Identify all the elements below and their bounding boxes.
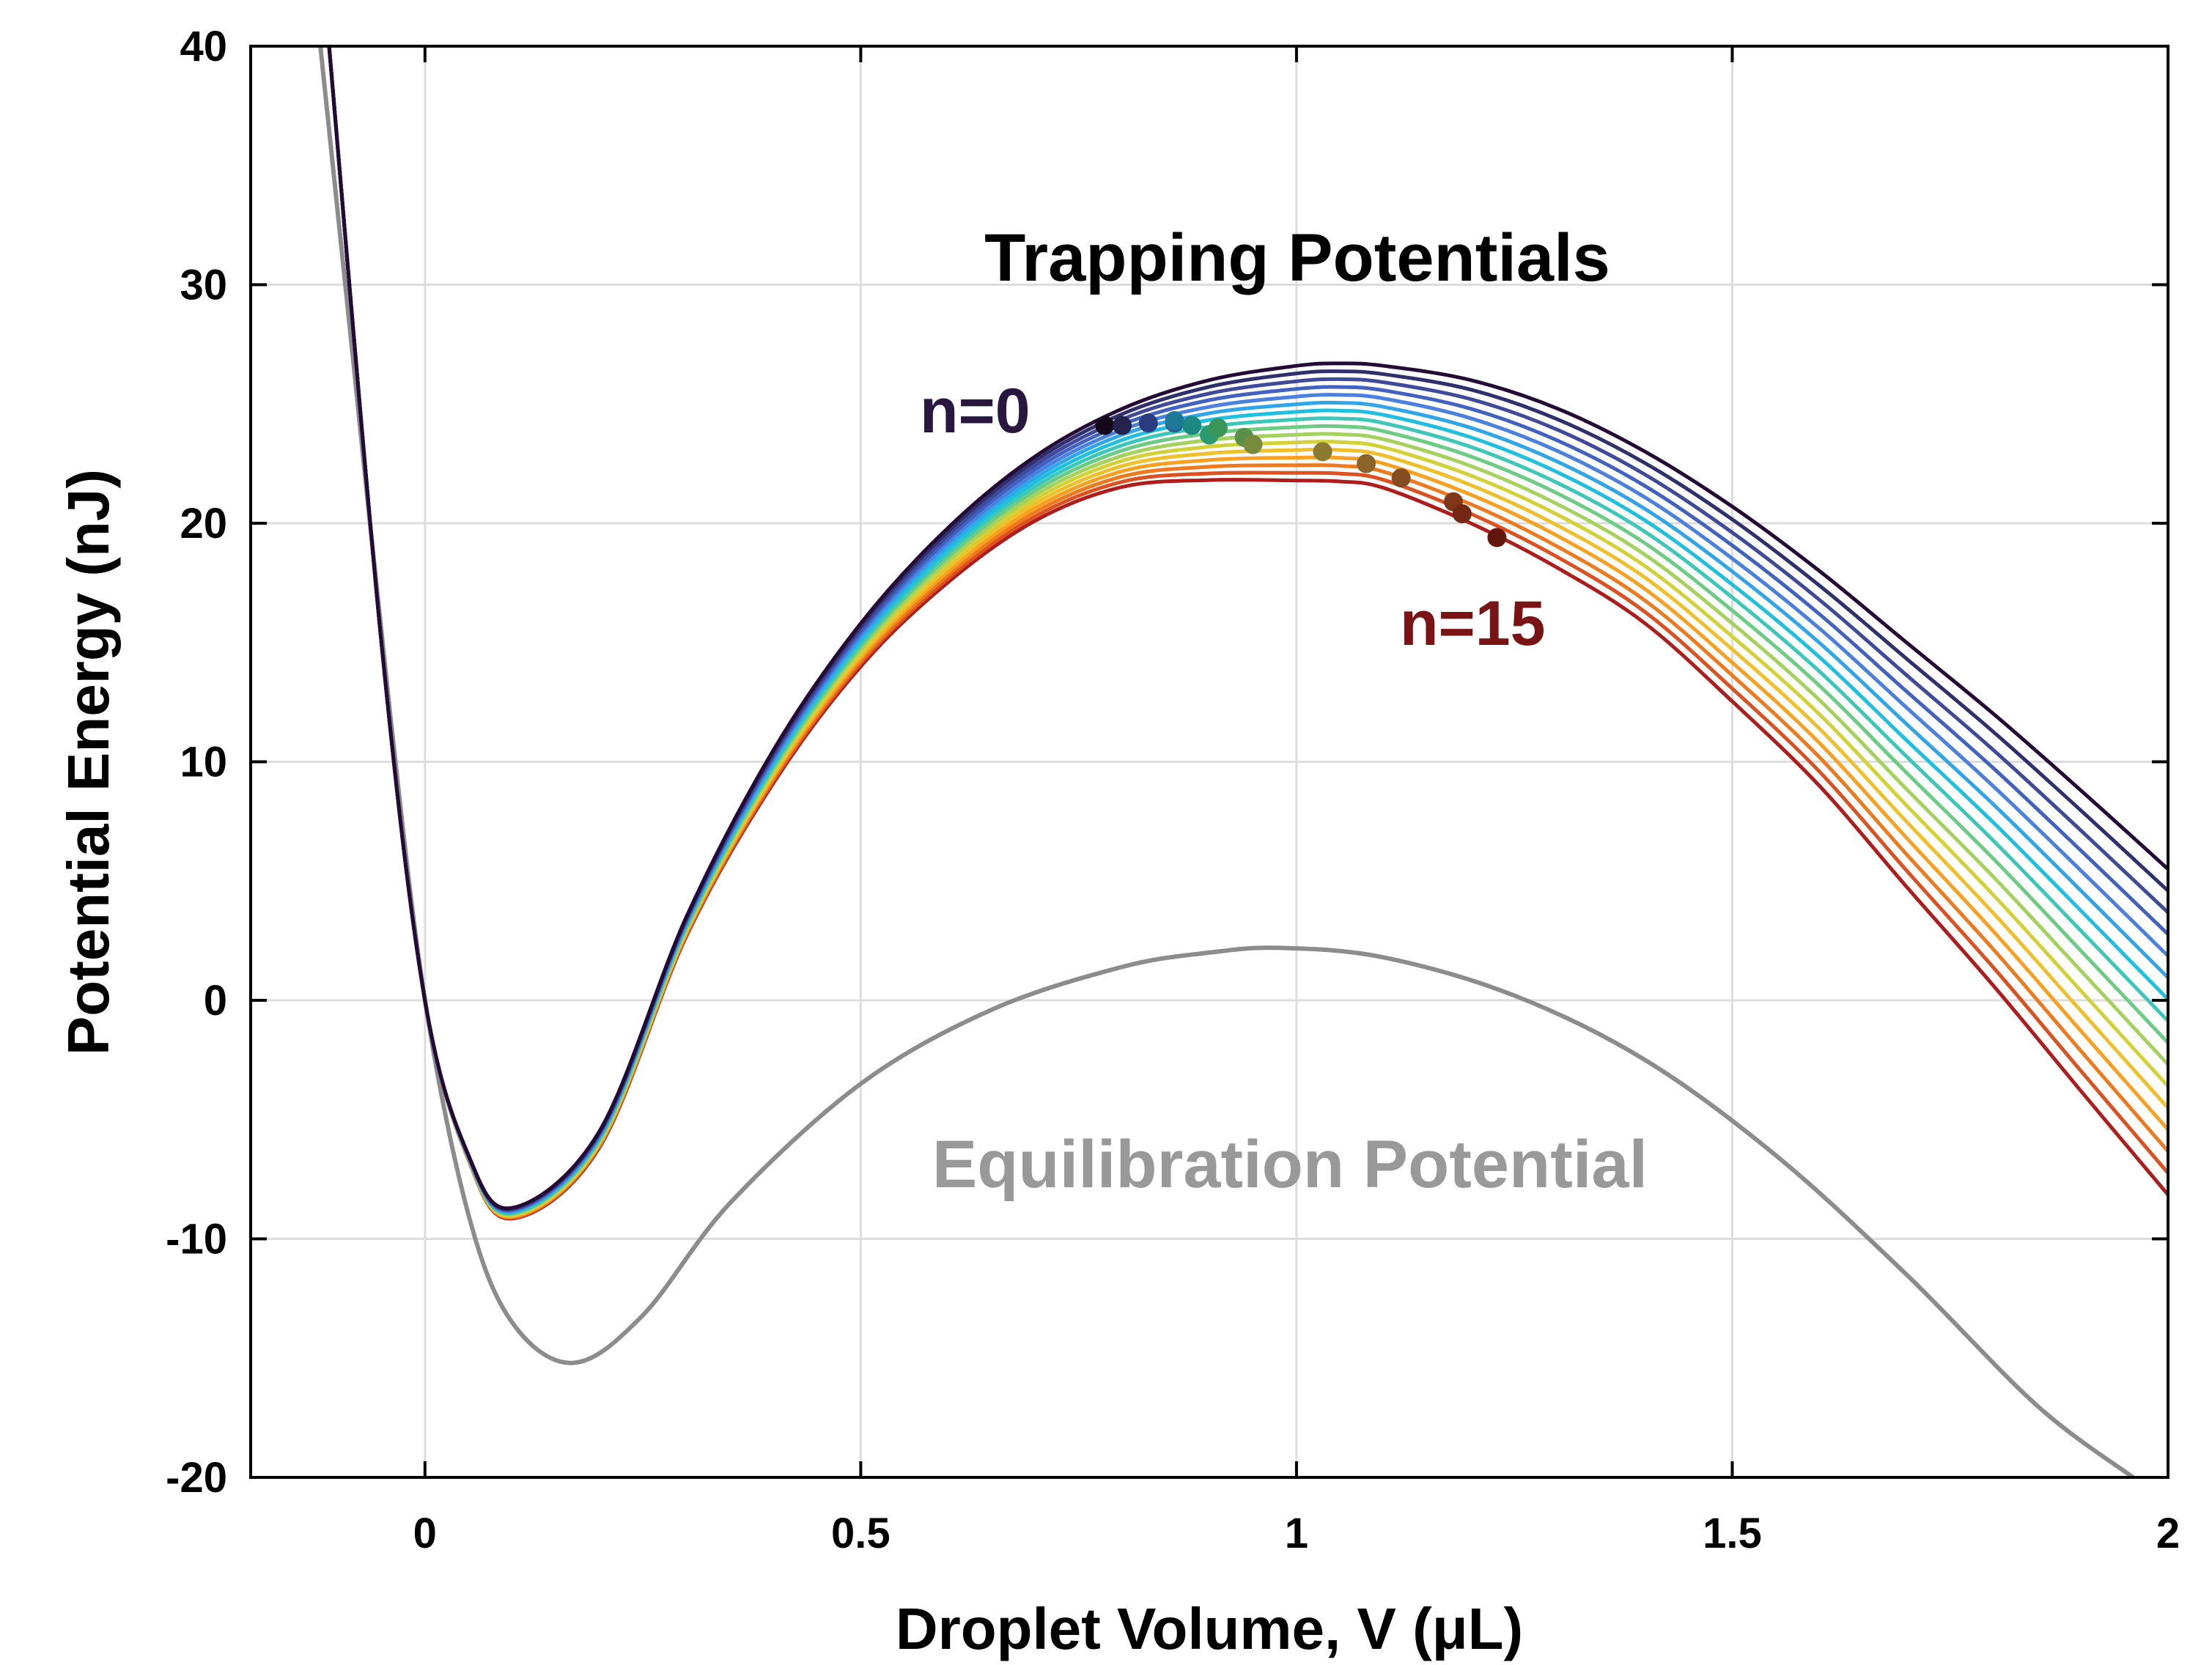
n15-label: n=15	[1400, 588, 1545, 659]
equilibration-potential-label: Equilibration Potential	[932, 1127, 1648, 1202]
marker-point	[1208, 418, 1228, 438]
x-axis-title: Droplet Volume, V (μL)	[896, 1596, 1523, 1661]
marker-point	[1182, 416, 1202, 435]
marker-point	[1313, 442, 1332, 462]
ticks	[251, 45, 2169, 1479]
y-tick-label: 30	[180, 262, 227, 309]
y-tick-label: 10	[180, 739, 227, 786]
y-tick-label: 40	[180, 23, 227, 70]
x-tick-label: 0	[413, 1510, 437, 1557]
y-tick-label: -10	[166, 1216, 227, 1263]
y-axis-title: Potential Energy (nJ)	[56, 469, 121, 1055]
marker-point	[1113, 416, 1132, 435]
marker-point	[1095, 416, 1115, 435]
marker-point	[1165, 411, 1184, 431]
marker-point	[1391, 468, 1411, 488]
marker-point	[1487, 528, 1507, 547]
marker-point	[1452, 503, 1472, 523]
marker-point	[1357, 454, 1376, 473]
n0-label: n=0	[920, 376, 1031, 446]
marker-point	[1243, 435, 1263, 454]
marker-point	[1138, 413, 1158, 433]
y-tick-label: -20	[166, 1454, 227, 1502]
series-line-n-0	[327, 46, 2168, 1211]
series-layer	[318, 46, 2168, 1477]
x-tick-label: 1.5	[1703, 1510, 1762, 1557]
x-tick-label: 1	[1285, 1510, 1308, 1557]
x-tick-label: 2	[2156, 1510, 2180, 1557]
x-tick-label: 0.5	[831, 1510, 891, 1557]
tick-labels: 0 0.5 1 1.5 2 -20 -10 0 10 20 30 40	[166, 23, 2180, 1557]
y-tick-label: 20	[180, 500, 227, 547]
grid	[251, 45, 2169, 1479]
trapping-potentials-label: Trapping Potentials	[984, 221, 1610, 295]
marker-layer	[1095, 411, 1507, 547]
y-tick-label: 0	[204, 977, 227, 1025]
